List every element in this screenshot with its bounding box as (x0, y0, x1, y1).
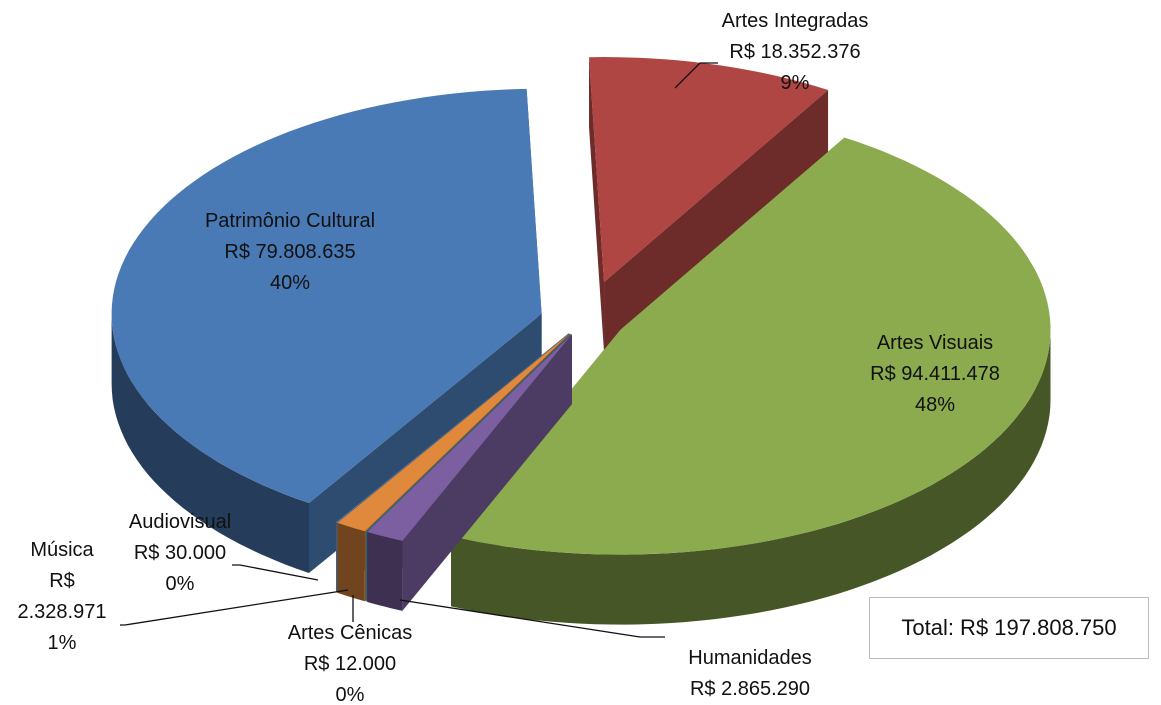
label-line: R$ 79.808.635 (224, 241, 356, 263)
leader-line (399, 599, 665, 638)
slice-side (604, 89, 829, 353)
leader-line (120, 589, 349, 626)
slice-top (337, 333, 570, 532)
label-line: 1% (47, 632, 77, 654)
label-line: R$ 94.411.478 (870, 363, 1000, 385)
slice-label: Artes Integradas R$ 18.352.376 9% (722, 6, 869, 99)
label-line: Música (30, 539, 94, 561)
pie-slice (450, 137, 1051, 625)
slice-wall (111, 313, 309, 573)
label-line: Artes Cênicas (287, 622, 413, 644)
slice-top (367, 334, 572, 541)
slice-label: Artes Cênicas R$ 12.000 0% (288, 618, 413, 705)
slice-label: Patrimônio Cultural R$ 79.808.635 40% (205, 206, 375, 299)
slice-top (111, 88, 542, 504)
slice-wall (367, 532, 403, 611)
slice-top (336, 333, 569, 523)
slice-label: Música R$ 2.328.971 1% (12, 535, 112, 659)
label-line: 0% (165, 573, 195, 595)
pie-slice (589, 57, 829, 353)
label-line: Artes Integradas (721, 10, 869, 32)
pie-slice (367, 334, 572, 611)
label-line: R$ 12.000 (303, 653, 397, 675)
label-line: 9% (780, 72, 810, 94)
label-line: Artes Visuais (876, 332, 994, 354)
label-line: R$ 2.328.971 (17, 570, 107, 623)
label-line: R$ 18.352.376 (729, 41, 861, 63)
label-line: Humanidades (688, 647, 812, 669)
leader-line (674, 62, 718, 89)
slice-wall (337, 522, 365, 602)
label-line: R$ 30.000 (133, 542, 227, 564)
slice-top (365, 333, 571, 532)
leader-line (232, 564, 319, 581)
slice-side (589, 57, 605, 353)
label-line: 0% (335, 684, 365, 705)
label-line: Patrimônio Cultural (204, 210, 376, 232)
label-line: Audiovisual (128, 511, 232, 533)
slices (111, 57, 1051, 625)
leader-lines (120, 62, 718, 638)
slice-side (367, 334, 572, 602)
label-line: R$ 2.865.290 (689, 678, 811, 700)
slice-top (589, 57, 829, 283)
slice-label: Audiovisual R$ 30.000 0% (129, 507, 231, 600)
label-line: 40% (269, 272, 311, 294)
total-box: Total: R$ 197.808.750 (869, 597, 1149, 659)
slice-label: Artes Visuais R$ 94.411.478 48% (870, 328, 1000, 421)
slice-wall (451, 329, 1051, 625)
label-line: 48% (914, 394, 956, 416)
slice-top (451, 137, 1051, 555)
